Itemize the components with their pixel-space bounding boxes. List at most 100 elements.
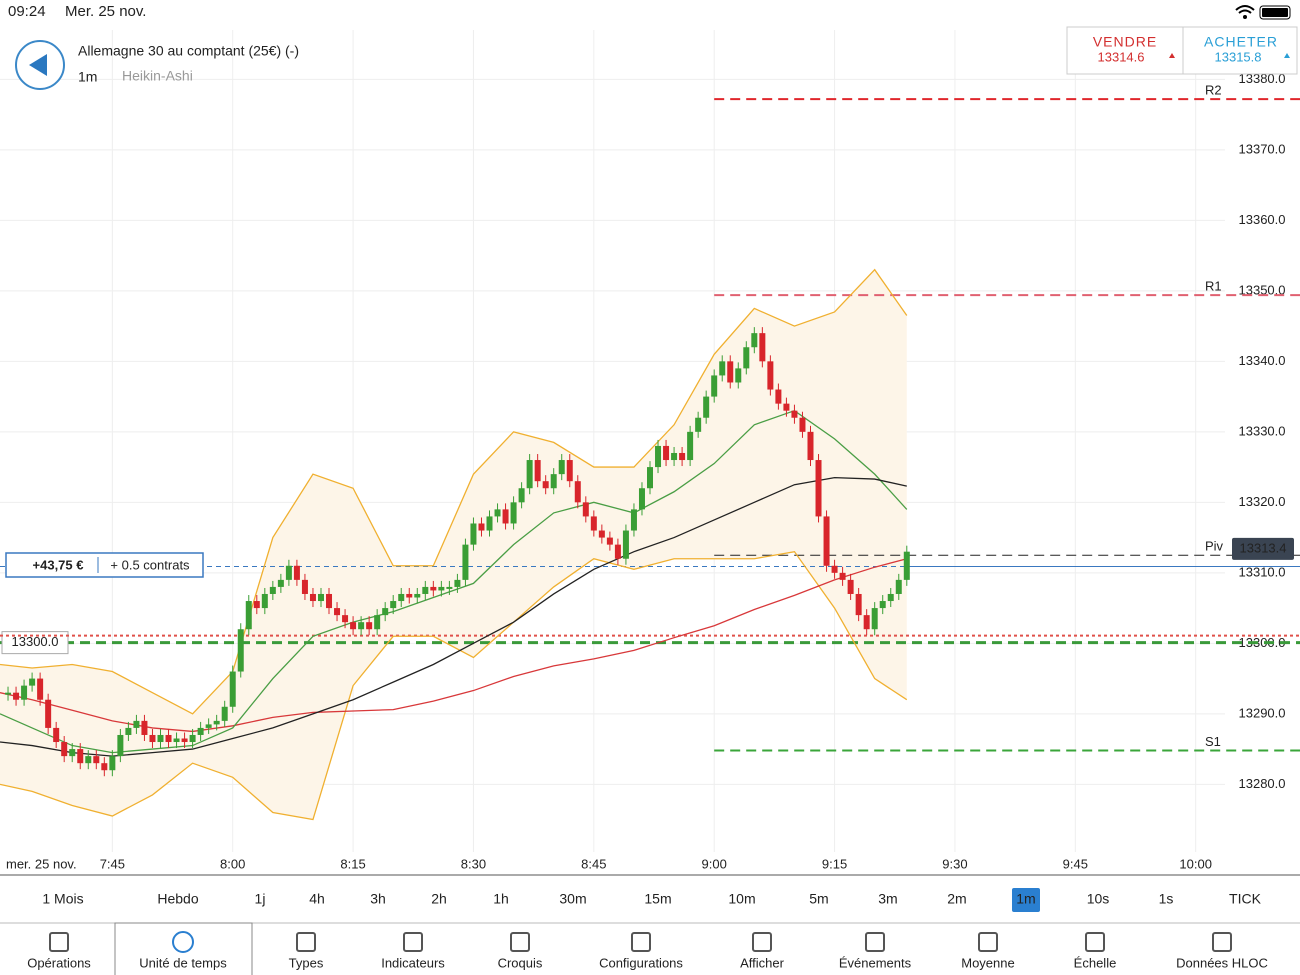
- toolbar-item[interactable]: Données HLOC: [1176, 955, 1268, 970]
- candle: [871, 608, 878, 630]
- level-label: R1: [1205, 279, 1222, 294]
- buy-button[interactable]: ACHETER 13315.8: [1204, 34, 1290, 65]
- candle: [727, 361, 734, 383]
- sell-button[interactable]: VENDRE 13314.6: [1093, 34, 1175, 65]
- timeframe-item[interactable]: 10m: [728, 891, 755, 907]
- candle: [293, 565, 300, 580]
- candle: [197, 727, 204, 735]
- timeframe-item[interactable]: 10s: [1087, 891, 1110, 907]
- trade-panel: [1066, 26, 1298, 75]
- candle: [358, 622, 365, 630]
- date-label-bg: [0, 854, 92, 874]
- candle: [285, 565, 292, 580]
- timeframe-item[interactable]: 1j: [255, 891, 266, 907]
- candle: [687, 431, 694, 461]
- toolbar-icon: [752, 932, 772, 952]
- timeframe-item[interactable]: 1h: [493, 891, 509, 907]
- position-size: + 0.5 contrats: [110, 557, 190, 572]
- candle: [566, 460, 573, 482]
- timeframe-item[interactable]: 5m: [809, 891, 828, 907]
- candle: [775, 389, 782, 404]
- candle: [558, 460, 565, 475]
- y-tick-label: 13310.0: [1239, 564, 1286, 579]
- candle: [711, 375, 718, 397]
- level-label: R2: [1205, 83, 1222, 98]
- candle: [366, 622, 373, 630]
- candle: [542, 481, 549, 489]
- candle: [45, 699, 52, 728]
- toolbar-item[interactable]: Configurations: [599, 955, 683, 970]
- wifi-dot: [1243, 15, 1247, 19]
- chart-style: Heikin-Ashi: [122, 68, 193, 84]
- candle: [502, 509, 509, 524]
- toolbar-icon: [510, 932, 530, 952]
- candle: [85, 756, 92, 764]
- timeframe-item[interactable]: 15m: [644, 891, 671, 907]
- y-tick-label: 13300.0: [1239, 635, 1286, 650]
- x-tick-label: 9:15: [822, 856, 847, 871]
- back-arrow: [29, 54, 47, 76]
- toolbar-item[interactable]: Moyenne: [961, 955, 1014, 970]
- candle: [807, 431, 814, 461]
- candle: [887, 593, 894, 602]
- indicator-line: [0, 268, 908, 715]
- level-tag: [1, 631, 69, 655]
- candle: [759, 333, 766, 362]
- sell-tick: [1169, 53, 1175, 58]
- candle: [374, 615, 381, 630]
- candle: [261, 593, 268, 609]
- candle: [478, 523, 485, 531]
- y-tick-label: 13290.0: [1239, 705, 1286, 720]
- candle: [606, 537, 613, 545]
- bollinger-fill: [0, 269, 907, 820]
- timeframe-item[interactable]: 2h: [431, 891, 447, 907]
- candle: [181, 738, 188, 743]
- buy-tick: [1284, 53, 1290, 58]
- candle: [430, 586, 437, 591]
- candle: [630, 509, 637, 531]
- candle: [13, 692, 20, 700]
- toolbar-item[interactable]: Échelle: [1074, 955, 1117, 970]
- timeframe-item[interactable]: 3m: [878, 891, 897, 907]
- toolbar-icon: [49, 932, 69, 952]
- toolbar-item[interactable]: Événements: [839, 955, 912, 970]
- timeframe-item[interactable]: 2m: [947, 891, 966, 907]
- timeframe-item[interactable]: 4h: [309, 891, 325, 907]
- y-tick-label: 13380.0: [1239, 71, 1286, 86]
- timeframe-item[interactable]: 1 Mois: [42, 891, 83, 907]
- x-tick-label: 8:00: [220, 856, 245, 871]
- toolbar-item[interactable]: Indicateurs: [381, 955, 445, 970]
- toolbar-item[interactable]: Croquis: [498, 955, 543, 970]
- level-label: Piv: [1205, 539, 1224, 554]
- candle: [342, 615, 349, 623]
- candle: [245, 601, 252, 630]
- indicator-line: [0, 477, 907, 757]
- x-tick-label: 9:45: [1063, 856, 1088, 871]
- candle: [590, 516, 597, 531]
- timeframe-item[interactable]: 3h: [370, 891, 386, 907]
- timeframe-item[interactable]: 1s: [1159, 891, 1174, 907]
- candle: [390, 601, 397, 609]
- toolbar-item[interactable]: Types: [289, 955, 324, 970]
- position-box[interactable]: [5, 552, 204, 578]
- candle: [229, 671, 236, 707]
- timeframe-item[interactable]: TICK: [1229, 891, 1262, 907]
- candle: [767, 361, 774, 390]
- candle: [141, 720, 148, 735]
- candle: [334, 608, 341, 616]
- candle: [815, 460, 822, 517]
- toolbar-item[interactable]: Unité de temps: [139, 955, 227, 970]
- position-pnl: +43,75 €: [33, 557, 84, 572]
- candle: [799, 417, 806, 432]
- timeframe-item[interactable]: 1m: [1016, 891, 1035, 907]
- toolbar-item[interactable]: Opérations: [27, 955, 91, 970]
- y-tick-label: 13350.0: [1239, 282, 1286, 297]
- candle: [679, 452, 686, 461]
- chart: 7:45 8:00 8:15 8:30 8:45 9:00 9:15 9:30 9:45 10:0…: [0, 30, 1300, 874]
- candle: [301, 579, 308, 594]
- candle: [21, 685, 28, 700]
- timeframe-item[interactable]: Hebdo: [157, 891, 198, 907]
- toolbar-item[interactable]: Afficher: [740, 955, 785, 970]
- candle: [791, 410, 798, 418]
- timeframe-item[interactable]: 30m: [559, 891, 586, 907]
